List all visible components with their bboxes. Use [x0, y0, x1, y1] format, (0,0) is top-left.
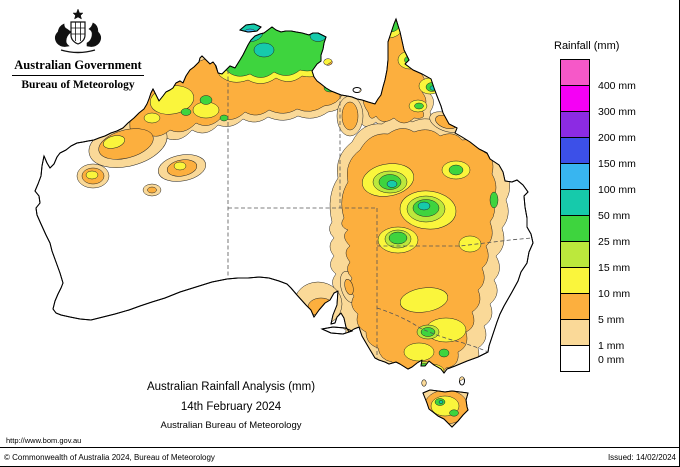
legend-swatch	[560, 59, 590, 86]
legend-row: 300 mm	[560, 85, 676, 118]
legend-label: 400 mm	[598, 80, 636, 92]
copyright-text: © Commonwealth of Australia 2024, Bureau…	[4, 452, 215, 462]
legend-label: 150 mm	[598, 158, 636, 170]
legend-swatch	[560, 345, 590, 372]
legend-scale: 400 mm 300 mm 200 mm 150 mm 100 mm 50 mm	[552, 59, 676, 372]
footer-bar: © Commonwealth of Australia 2024, Bureau…	[0, 447, 679, 466]
legend-label: 0 mm	[598, 354, 625, 366]
legend-row: 1 mm	[560, 319, 676, 352]
government-title: Australian Government	[14, 58, 142, 72]
legend-label: 10 mm	[598, 288, 631, 300]
state-borders	[227, 70, 532, 358]
branding-divider	[12, 75, 144, 76]
legend-swatch	[560, 111, 590, 138]
legend-swatch	[560, 319, 590, 346]
legend-label: 5 mm	[598, 314, 625, 326]
legend-row: 25 mm	[560, 215, 676, 248]
legend-swatch	[560, 215, 590, 242]
legend-swatch	[560, 163, 590, 190]
map-caption: Australian Rainfall Analysis (mm) 14th F…	[75, 381, 387, 431]
legend-row: 0 mm	[560, 345, 676, 372]
legend-label: 300 mm	[598, 106, 636, 118]
legend-label: 15 mm	[598, 262, 631, 274]
legend-row: 100 mm	[560, 163, 676, 196]
legend-swatch	[560, 241, 590, 268]
agency-title: Bureau of Meteorology	[21, 79, 135, 91]
legend-row: 150 mm	[560, 137, 676, 170]
legend-label: 50 mm	[598, 210, 631, 222]
legend-label: 1 mm	[598, 340, 625, 352]
issued-text: Issued: 14/02/2024	[607, 452, 676, 462]
legend-row: 5 mm	[560, 293, 676, 326]
government-branding: Australian Government Bureau of Meteorol…	[8, 6, 148, 92]
legend-row: 10 mm	[560, 267, 676, 300]
legend-row: 200 mm	[560, 111, 676, 144]
legend-swatch	[560, 293, 590, 320]
legend-row: 15 mm	[560, 241, 676, 274]
map-date: 14th February 2024	[180, 401, 282, 413]
legend: Rainfall (mm) 400 mm 300 mm 200 mm 150 m…	[552, 40, 676, 372]
legend-swatch	[560, 85, 590, 112]
bom-url: http://www.bom.gov.au	[6, 436, 82, 445]
legend-swatch	[560, 267, 590, 294]
legend-row: 50 mm	[560, 189, 676, 222]
legend-row: 400 mm	[560, 59, 676, 92]
legend-swatch	[560, 189, 590, 216]
map-title: Australian Rainfall Analysis (mm)	[146, 381, 316, 393]
map-org: Australian Bureau of Meteorology	[160, 420, 302, 431]
legend-title: Rainfall (mm)	[554, 40, 620, 52]
coastline-outline	[34, 18, 534, 428]
legend-label: 200 mm	[598, 132, 636, 144]
coat-of-arms-icon	[54, 8, 102, 54]
legend-label: 100 mm	[598, 184, 636, 196]
legend-label: 25 mm	[598, 236, 631, 248]
legend-swatch	[560, 137, 590, 164]
